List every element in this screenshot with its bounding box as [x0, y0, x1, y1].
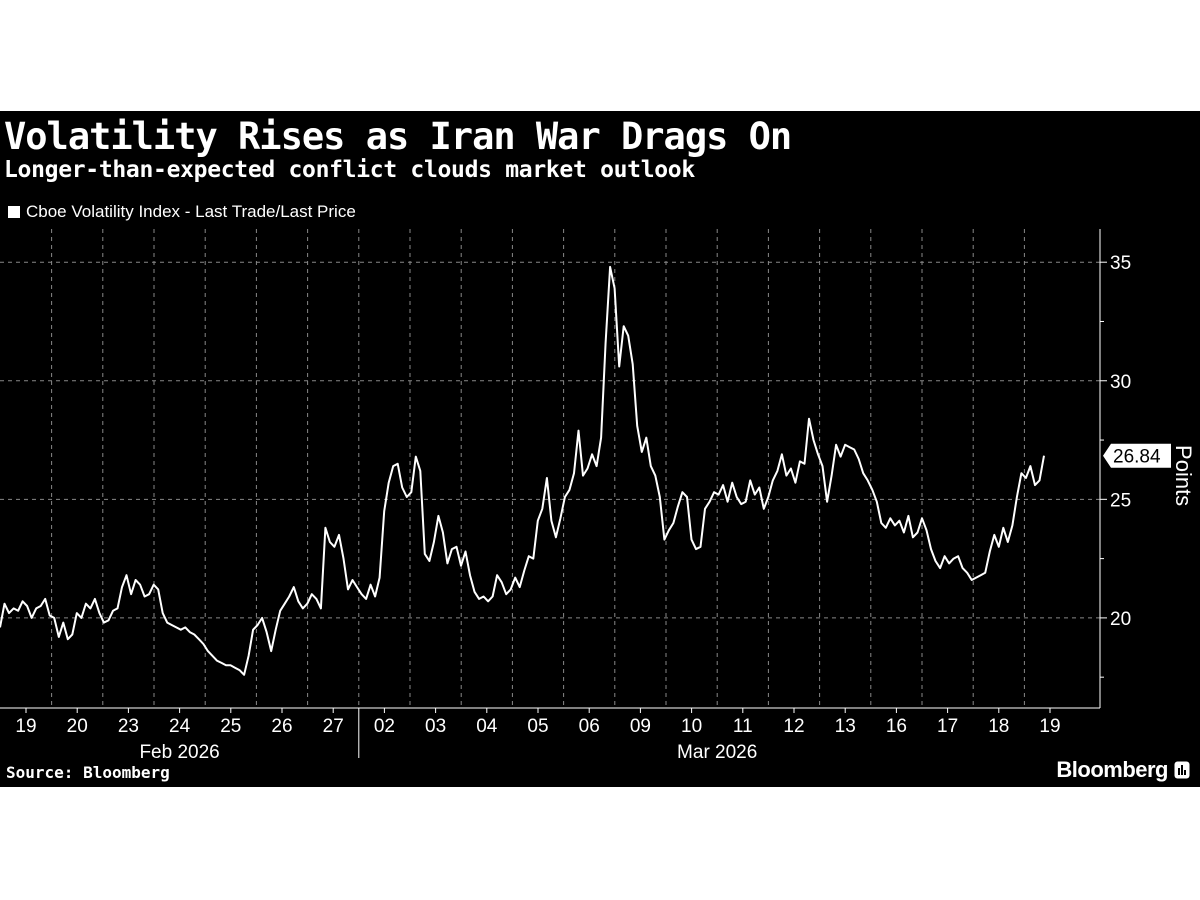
x-tick-label: 12 [783, 716, 804, 737]
last-value-label: 26.84 [1113, 447, 1161, 468]
x-tick-label: 03 [425, 716, 446, 737]
x-tick-label: 09 [630, 716, 651, 737]
last-value-tag [1103, 443, 1171, 468]
y-tick-label: 25 [1110, 490, 1131, 511]
legend-swatch [8, 206, 20, 218]
y-tick-label: 30 [1110, 372, 1131, 393]
x-tick-label: 19 [1039, 716, 1060, 737]
bloomberg-terminal-icon [1174, 761, 1190, 779]
y-tick-label: 35 [1110, 253, 1131, 274]
x-tick-label: 16 [886, 716, 907, 737]
chart-subtitle: Longer-than-expected conflict clouds mar… [4, 157, 695, 183]
x-tick-label: 24 [169, 716, 191, 737]
x-tick-label: 02 [374, 716, 395, 737]
x-month-label: Feb 2026 [139, 742, 219, 763]
x-tick-label: 25 [220, 716, 241, 737]
x-tick-label: 04 [476, 716, 498, 737]
series-layer [0, 265, 1045, 676]
x-tick-label: 19 [15, 716, 36, 737]
chart-panel: Volatility Rises as Iran War Drags On Lo… [0, 111, 1200, 787]
x-tick-label: 26 [271, 716, 292, 737]
legend-label: Cboe Volatility Index - Last Trade/Last … [26, 202, 356, 221]
x-tick-label: 11 [733, 716, 753, 737]
vix-series-line [0, 265, 1045, 676]
y-axis-title: Points [1171, 445, 1196, 506]
x-tick-label: 17 [937, 716, 958, 737]
x-tick-label: 27 [323, 716, 344, 737]
grid-layer [0, 229, 1100, 708]
label-layer: 20 25 30 35 19 20 23 24 25 26 27 02 03 04 05 06 09 10 11 12… [15, 253, 1196, 763]
x-tick-label: 23 [118, 716, 139, 737]
x-tick-label: 10 [681, 716, 702, 737]
x-tick-label: 05 [527, 716, 548, 737]
axis-layer [0, 229, 1107, 758]
x-tick-label: 18 [988, 716, 1009, 737]
y-tick-label: 20 [1110, 609, 1131, 630]
brand-name: Bloomberg [1056, 757, 1168, 782]
x-tick-label: 13 [835, 716, 856, 737]
legend: Cboe Volatility Index - Last Trade/Last … [8, 202, 356, 222]
brand-logo: Bloomberg [1056, 757, 1190, 783]
x-tick-label: 06 [579, 716, 600, 737]
line-chart: 20 25 30 35 19 20 23 24 25 26 27 02 03 04 05 06 09 10 11 12… [0, 229, 1196, 763]
chart-title: Volatility Rises as Iran War Drags On [4, 115, 792, 158]
source-note: Source: Bloomberg [6, 763, 170, 782]
x-tick-label: 20 [67, 716, 88, 737]
x-month-label: Mar 2026 [677, 742, 757, 763]
